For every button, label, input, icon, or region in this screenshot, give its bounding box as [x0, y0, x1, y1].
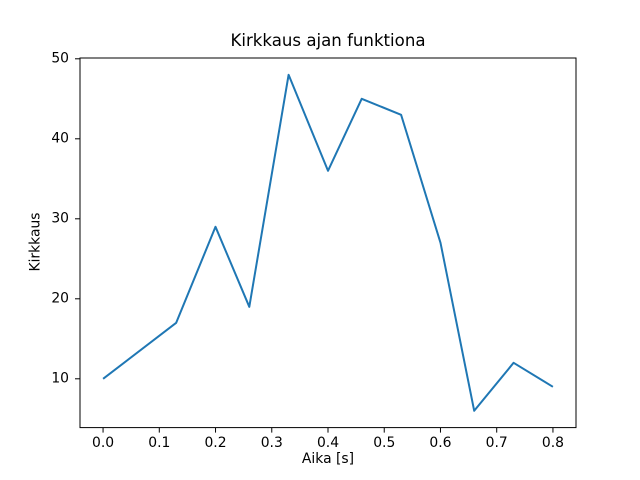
- x-tick-label: 0.5: [373, 435, 396, 451]
- x-tick-label: 0.0: [92, 435, 115, 451]
- y-tick-label: 20: [51, 290, 69, 307]
- x-tick-label: 0.4: [316, 435, 340, 451]
- line-series: [102, 73, 554, 412]
- y-tick-label: 50: [51, 50, 69, 67]
- x-tick-label: 0.7: [485, 435, 508, 451]
- x-tick-label: 0.8: [541, 435, 564, 451]
- axes-frame: [79, 57, 577, 429]
- y-tick-label: 10: [51, 370, 69, 387]
- x-axis-label: Aika [s]: [301, 451, 355, 467]
- x-tick-label: 0.6: [429, 435, 452, 451]
- chart-title: Kirkkaus ajan funktiona: [230, 31, 426, 50]
- x-tick-label: 0.3: [260, 435, 283, 451]
- x-tick-label: 0.1: [148, 435, 171, 451]
- y-tick-label: 40: [51, 130, 69, 147]
- y-tick-label: 30: [51, 210, 69, 227]
- tick-marks: [75, 58, 554, 433]
- x-tick-label: 0.2: [204, 435, 227, 451]
